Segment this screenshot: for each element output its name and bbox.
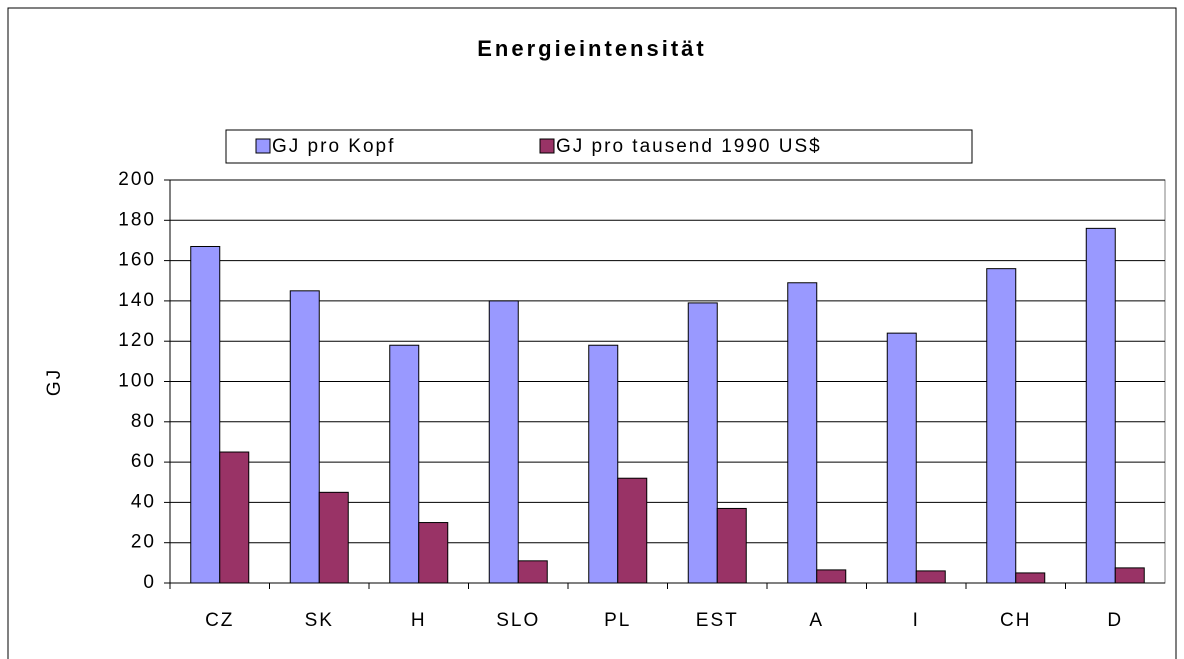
x-tick-label: H (411, 610, 427, 631)
y-tick-label: 40 (131, 491, 156, 512)
bar (318, 491, 349, 584)
x-tick-label: SLO (496, 610, 540, 631)
bar (219, 451, 250, 584)
bar (687, 302, 718, 584)
bar (488, 300, 519, 584)
y-tick-label: 120 (118, 330, 156, 351)
bar (418, 522, 449, 584)
x-tick-label: CH (1000, 610, 1031, 631)
bar (716, 507, 747, 584)
legend-label: GJ pro Kopf (272, 136, 395, 157)
legend-swatch (539, 138, 555, 154)
y-tick-label: 60 (131, 451, 156, 472)
bar (289, 290, 320, 584)
bar (588, 344, 619, 584)
legend-label: GJ pro tausend 1990 US$ (556, 136, 822, 157)
x-tick-label: CZ (205, 610, 234, 631)
bar (1015, 572, 1046, 584)
y-tick-label: 160 (118, 250, 156, 271)
x-tick-label: SK (305, 610, 334, 631)
legend-box (225, 129, 973, 164)
bar (517, 560, 548, 584)
bar (1085, 227, 1116, 584)
y-tick-label: 140 (118, 290, 156, 311)
bar (915, 570, 946, 584)
bar (617, 477, 648, 584)
bar (787, 282, 818, 584)
y-tick-label: 0 (143, 572, 156, 593)
y-tick-label: 100 (118, 371, 156, 392)
y-axis-label: GJ (44, 368, 65, 396)
legend-swatch (255, 138, 271, 154)
bar (190, 245, 221, 584)
x-tick-label: EST (696, 610, 739, 631)
y-tick-label: 180 (118, 209, 156, 230)
bar (986, 268, 1017, 584)
x-tick-label: I (913, 610, 920, 631)
bar (886, 332, 917, 584)
bar (1114, 567, 1145, 584)
x-tick-label: PL (604, 610, 631, 631)
x-tick-label: A (809, 610, 824, 631)
chart-title: Energieintensität (477, 36, 706, 61)
bar (389, 344, 420, 584)
y-tick-label: 200 (118, 169, 156, 190)
y-tick-label: 80 (131, 411, 156, 432)
bar (816, 569, 847, 584)
x-tick-label: D (1107, 610, 1123, 631)
y-tick-label: 20 (131, 532, 156, 553)
